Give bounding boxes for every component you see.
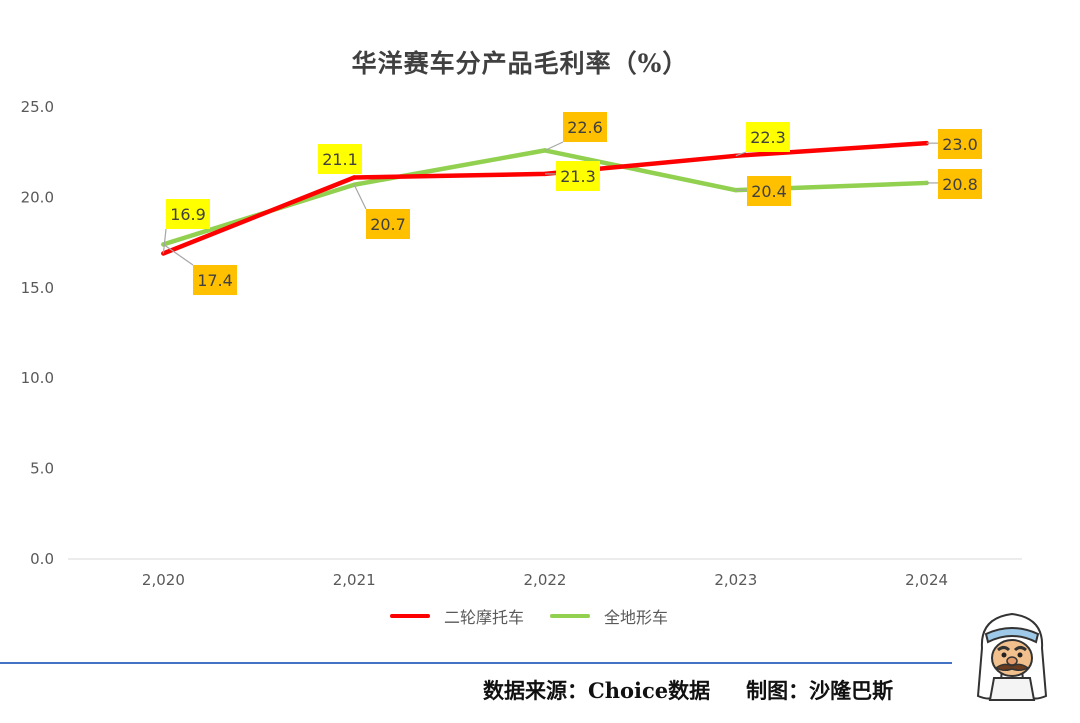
- data-label-leader: [162, 228, 167, 254]
- legend-swatch-motorcycle: [389, 614, 430, 618]
- mascot-icon: [976, 612, 1048, 701]
- chart-title: 华洋赛车分产品毛利率（%）: [351, 49, 689, 78]
- data-label-box: [556, 161, 600, 191]
- y-tick-label: 5.0: [30, 460, 54, 478]
- x-tick-label: 2,023: [714, 571, 757, 589]
- legend-item-atv: 全地形车: [550, 604, 668, 628]
- y-tick-label: 15.0: [21, 279, 54, 297]
- footer: 数据来源：Choice数据 制图：沙隆巴斯: [483, 675, 893, 705]
- series-line-motorcycle: [161, 140, 929, 256]
- legend-swatch-atv: [550, 614, 590, 618]
- footer-divider: [0, 662, 952, 664]
- data-label: 16.9: [170, 205, 206, 224]
- data-label-leader: [544, 141, 564, 151]
- data-label-box: [318, 144, 362, 174]
- x-tick-label: 2,020: [142, 571, 185, 589]
- legend-item-motorcycle: 二轮摩托车: [389, 604, 524, 628]
- data-label: 23.0: [942, 135, 978, 154]
- series-layer: [161, 140, 929, 256]
- y-tick-label: 0.0: [30, 550, 54, 568]
- data-label: 22.3: [750, 128, 786, 147]
- legend-label-atv: 全地形车: [604, 608, 669, 627]
- data-label: 20.4: [751, 182, 787, 201]
- data-label-box: [193, 265, 237, 295]
- x-axis: 2,020 2,021 2,022 2,023 2,024: [142, 571, 948, 589]
- data-point-motorcycle: [352, 175, 357, 180]
- data-label: 21.1: [322, 150, 358, 169]
- data-label: 20.8: [942, 175, 978, 194]
- data-label: 17.4: [197, 271, 233, 290]
- data-label: 21.3: [560, 167, 596, 186]
- x-tick-label: 2,022: [524, 571, 567, 589]
- y-tick-label: 20.0: [21, 188, 54, 206]
- y-tick-label: 10.0: [21, 369, 54, 387]
- data-label-leader: [353, 184, 367, 210]
- data-label-leader: [163, 243, 194, 266]
- legend: 二轮摩托车 全地形车: [0, 604, 1058, 628]
- data-label-box: [747, 176, 791, 206]
- data-source-text: 数据来源：Choice数据: [483, 678, 711, 703]
- data-label-box: [166, 199, 210, 229]
- data-label: 22.6: [567, 118, 603, 137]
- data-label-box: [938, 129, 982, 159]
- data-label-box: [366, 209, 410, 239]
- data-label-box: [746, 122, 790, 152]
- data-label-leader: [735, 151, 747, 157]
- data-label-layer: 16.9 17.4 21.1 20.7 22.6 21.3 22.3 20.4 23.0 20.8: [162, 112, 982, 295]
- y-tick-label: 25.0: [21, 98, 54, 116]
- y-axis: 0.0 5.0 10.0 15.0 20.0 25.0: [21, 98, 54, 568]
- legend-label-motorcycle: 二轮摩托车: [443, 608, 524, 627]
- x-tick-label: 2,024: [905, 571, 948, 589]
- credit-text: 制图：沙隆巴斯: [746, 678, 894, 703]
- data-label: 20.7: [370, 215, 406, 234]
- data-label-box: [563, 112, 607, 142]
- data-label-box: [938, 169, 982, 199]
- x-tick-label: 2,021: [333, 571, 376, 589]
- line-chart: 0.05.010.015.020.025.0 2,020 2,021 2,022 2,…: [21, 98, 1022, 589]
- series-line-atv: [161, 148, 929, 247]
